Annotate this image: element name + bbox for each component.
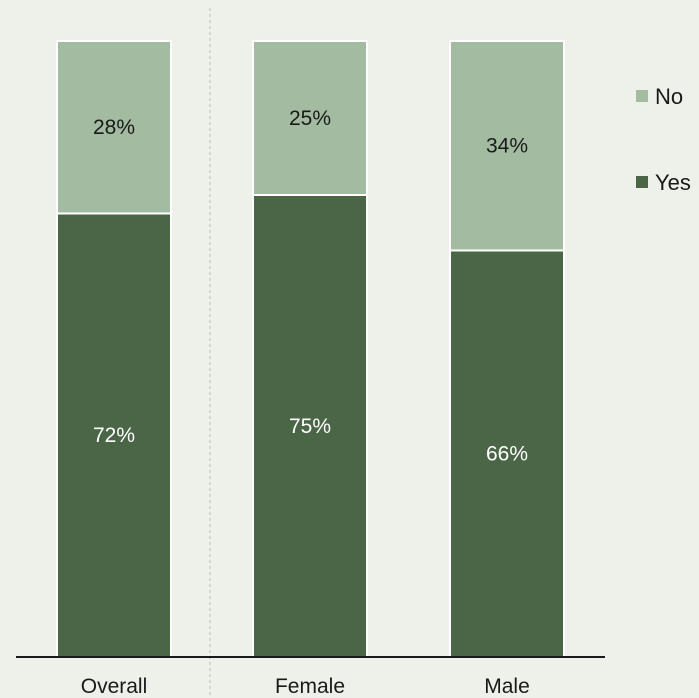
x-tick-label-female: Female: [275, 675, 345, 698]
data-labels-layer: 72% 28% 75% 25% 66% 34%: [93, 107, 528, 466]
legend-label-yes: Yes: [655, 170, 691, 195]
data-label-yes-male: 66%: [486, 443, 528, 466]
legend: No Yes: [636, 84, 691, 195]
data-label-yes-female: 75%: [289, 415, 331, 438]
data-label-no-male: 34%: [486, 135, 528, 158]
bar-segment-no-overall: [56, 40, 172, 215]
bar-segment-yes-overall: [56, 212, 172, 658]
data-label-no-overall: 28%: [93, 116, 135, 139]
bars-layer: [56, 40, 565, 658]
data-label-no-female: 25%: [289, 107, 331, 130]
x-tick-labels: Overall Female Male: [81, 675, 530, 698]
bar-segment-no-female: [252, 40, 368, 196]
bar-segment-yes-male: [449, 249, 565, 658]
x-tick-label-overall: Overall: [81, 675, 148, 698]
bar-segment-no-male: [449, 40, 565, 252]
x-tick-label-male: Male: [484, 675, 530, 698]
legend-swatch-no: [636, 90, 648, 102]
legend-label-no: No: [655, 84, 683, 109]
data-label-yes-overall: 72%: [93, 424, 135, 447]
legend-swatch-yes: [636, 176, 648, 188]
